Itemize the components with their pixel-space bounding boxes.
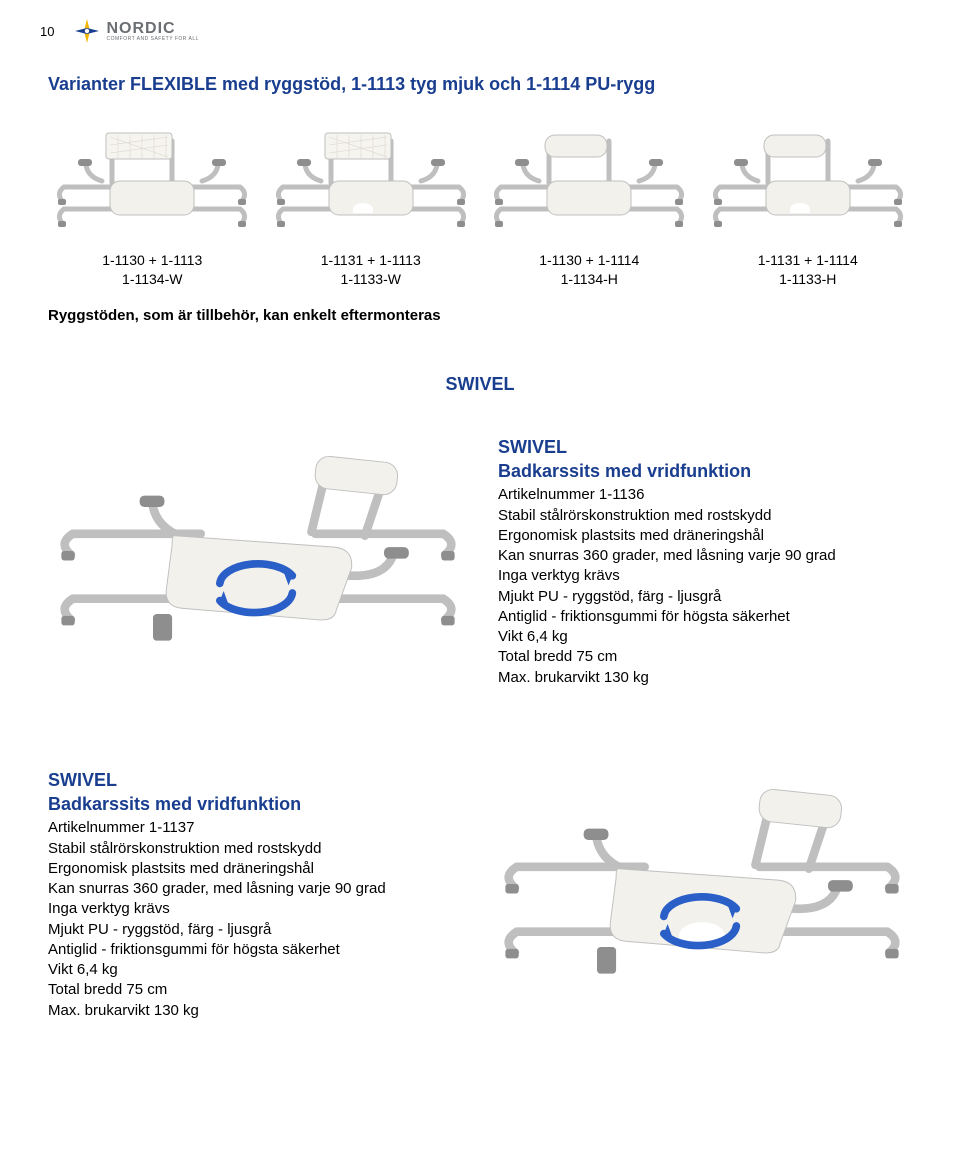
product-2: SWIVEL Badkarssits med vridfunktion Arti… — [48, 768, 912, 1021]
product-1-spec-6: Mjukt PU - ryggstöd, färg - ljusgrå — [498, 587, 912, 607]
product-2-spec-1: Artikelnummer 1-1137 — [48, 818, 462, 838]
product-2-spec-9: Total bredd 75 cm — [48, 980, 462, 1000]
product-2-spec-7: Antiglid - friktionsgummi för högsta säk… — [48, 940, 462, 960]
accessory-note: Ryggstöden, som är tillbehör, kan enkelt… — [48, 307, 912, 324]
variant-4: 1-1131 + 1-1114 1-1133-H — [704, 123, 913, 289]
product-1-spec-10: Max. brukarvikt 130 kg — [498, 668, 912, 688]
product-1-spec-1: Artikelnummer 1-1136 — [498, 485, 912, 505]
variant-1-image — [48, 123, 257, 243]
brand-logo: NORDIC COMFORT AND SAFETY FOR ALL — [74, 18, 198, 44]
product-2-text: SWIVEL Badkarssits med vridfunktion Arti… — [48, 768, 462, 1021]
compass-icon — [74, 18, 100, 44]
product-1-image — [48, 435, 468, 665]
variant-3-image — [485, 123, 694, 243]
product-1-spec-7: Antiglid - friktionsgummi för högsta säk… — [498, 607, 912, 627]
variant-2-line2: 1-1133-W — [341, 271, 401, 287]
product-2-spec-2: Stabil stålrörskonstruktion med rostskyd… — [48, 839, 462, 859]
product-2-specs: Artikelnummer 1-1137Stabil stålrörskonst… — [48, 818, 462, 1021]
variant-4-image — [704, 123, 913, 243]
product-2-spec-3: Ergonomisk plastsits med dräneringshål — [48, 859, 462, 879]
variant-1: 1-1130 + 1-1113 1-1134-W — [48, 123, 257, 289]
variant-4-line2: 1-1133-H — [779, 271, 836, 287]
product-1-spec-5: Inga verktyg krävs — [498, 566, 912, 586]
variant-2-image — [267, 123, 476, 243]
logo-tagline: COMFORT AND SAFETY FOR ALL — [106, 36, 198, 42]
product-2-subheading: Badkarssits med vridfunktion — [48, 792, 462, 816]
variant-1-line1: 1-1130 + 1-1113 — [102, 252, 202, 268]
product-1-spec-2: Stabil stålrörskonstruktion med rostskyd… — [498, 506, 912, 526]
swivel-heading: SWIVEL — [40, 374, 920, 395]
product-2-spec-4: Kan snurras 360 grader, med låsning varj… — [48, 879, 462, 899]
page-header: 10 NORDIC COMFORT AND SAFETY FOR ALL — [40, 18, 920, 44]
product-1-spec-4: Kan snurras 360 grader, med låsning varj… — [498, 546, 912, 566]
product-1-specs: Artikelnummer 1-1136Stabil stålrörskonst… — [498, 485, 912, 688]
variant-3: 1-1130 + 1-1114 1-1134-H — [485, 123, 694, 289]
product-2-spec-5: Inga verktyg krävs — [48, 899, 462, 919]
product-2-image — [492, 768, 912, 998]
product-2-heading: SWIVEL — [48, 768, 462, 792]
variant-2: 1-1131 + 1-1113 1-1133-W — [267, 123, 476, 289]
page-number: 10 — [40, 24, 54, 39]
variant-1-label: 1-1130 + 1-1113 1-1134-W — [48, 251, 257, 289]
variant-4-label: 1-1131 + 1-1114 1-1133-H — [704, 251, 913, 289]
product-1-spec-9: Total bredd 75 cm — [498, 647, 912, 667]
product-2-spec-8: Vikt 6,4 kg — [48, 960, 462, 980]
variant-4-line1: 1-1131 + 1-1114 — [758, 252, 858, 268]
product-1: SWIVEL Badkarssits med vridfunktion Arti… — [48, 435, 912, 688]
variant-3-line1: 1-1130 + 1-1114 — [539, 252, 639, 268]
product-1-subheading: Badkarssits med vridfunktion — [498, 459, 912, 483]
variant-3-label: 1-1130 + 1-1114 1-1134-H — [485, 251, 694, 289]
product-1-text: SWIVEL Badkarssits med vridfunktion Arti… — [498, 435, 912, 688]
product-2-spec-6: Mjukt PU - ryggstöd, färg - ljusgrå — [48, 920, 462, 940]
product-2-spec-10: Max. brukarvikt 130 kg — [48, 1001, 462, 1021]
product-1-spec-3: Ergonomisk plastsits med dräneringshål — [498, 526, 912, 546]
variants-row: 1-1130 + 1-1113 1-1134-W 1-1131 + 1-1113… — [48, 123, 912, 289]
product-1-heading: SWIVEL — [498, 435, 912, 459]
variant-3-line2: 1-1134-H — [561, 271, 618, 287]
product-1-spec-8: Vikt 6,4 kg — [498, 627, 912, 647]
variant-2-line1: 1-1131 + 1-1113 — [321, 252, 421, 268]
variant-1-line2: 1-1134-W — [122, 271, 182, 287]
section-title: Varianter FLEXIBLE med ryggstöd, 1-1113 … — [48, 74, 920, 95]
variant-2-label: 1-1131 + 1-1113 1-1133-W — [267, 251, 476, 289]
